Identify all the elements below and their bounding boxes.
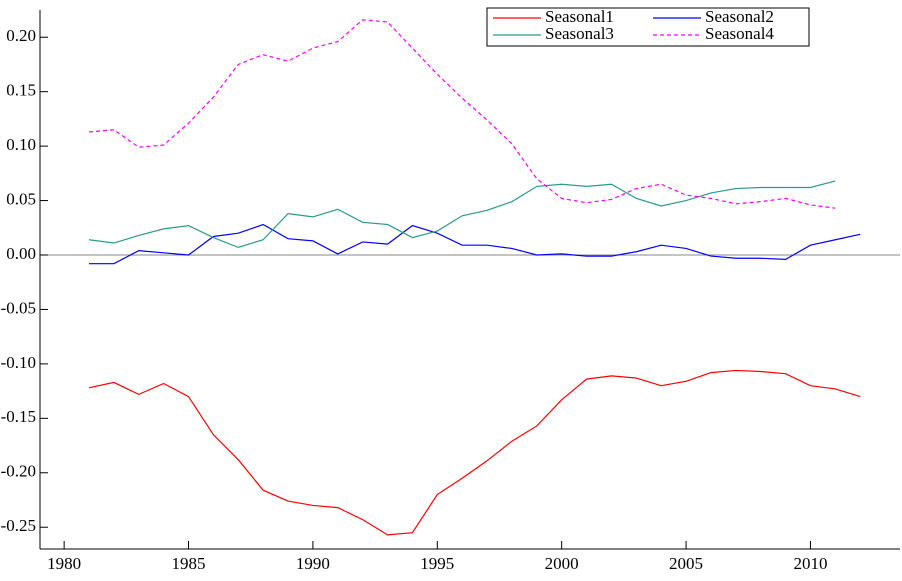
legend-label: Seasonal1 — [545, 7, 614, 26]
series-line — [89, 223, 861, 265]
x-tick-label: 2005 — [669, 554, 703, 573]
y-tick-label: -0.10 — [1, 353, 36, 372]
legend-label: Seasonal2 — [705, 7, 774, 26]
y-tick-label: -0.25 — [1, 516, 36, 535]
series-line — [88, 19, 836, 209]
x-tick-label: 2010 — [793, 554, 827, 573]
legend-label: Seasonal4 — [705, 24, 774, 43]
y-tick-label: 0.15 — [6, 81, 36, 100]
y-tick-label: -0.20 — [1, 462, 36, 481]
y-tick-label: 0.10 — [6, 135, 36, 154]
x-tick-label: 1990 — [296, 554, 330, 573]
y-tick-label: 0.05 — [6, 189, 36, 208]
x-tick-label: 1980 — [47, 554, 81, 573]
x-tick-label: 2000 — [545, 554, 579, 573]
x-tick-label: 1985 — [172, 554, 206, 573]
y-tick-label: 0.20 — [6, 26, 36, 45]
legend-label: Seasonal3 — [545, 24, 614, 43]
y-tick-label: -0.05 — [1, 298, 36, 317]
x-tick-label: 1995 — [420, 554, 454, 573]
y-tick-label: 0.00 — [6, 244, 36, 263]
series-line — [88, 369, 861, 536]
series-line — [88, 180, 836, 249]
legend-box — [486, 7, 810, 47]
y-tick-label: -0.15 — [1, 407, 36, 426]
